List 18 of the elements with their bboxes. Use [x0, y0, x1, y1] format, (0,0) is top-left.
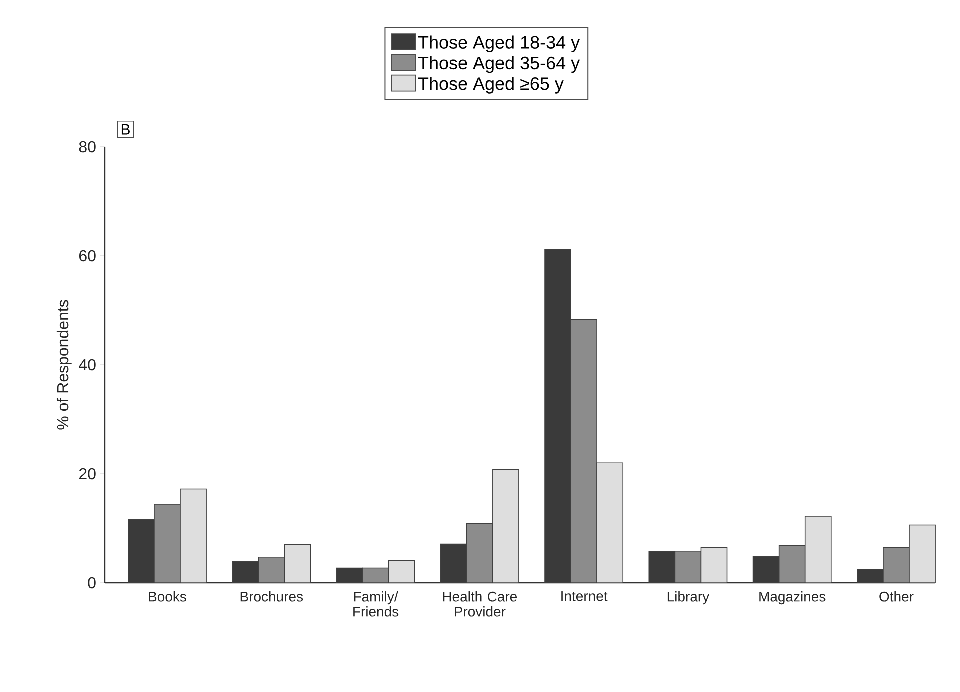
x-tick-label: Health Care Provider: [443, 592, 518, 617]
y-axis-title: % of Respondents: [56, 300, 72, 430]
x-tick-label: Internet: [562, 592, 608, 602]
y-tick-label: 60: [79, 250, 96, 262]
y-tick-label: 40: [79, 359, 96, 371]
x-tick-label: Other: [880, 592, 914, 602]
y-tick-label: 0: [88, 577, 96, 589]
legend-label: Those Aged 35-64 y: [418, 56, 580, 74]
legend-label: Those Aged ≥65 y: [418, 77, 564, 94]
x-tick-label: Magazines: [760, 592, 826, 605]
x-tick-label: Family/ Friends: [354, 592, 399, 617]
x-tick-label: Library: [668, 592, 710, 605]
y-tick-label: 20: [79, 468, 96, 480]
text: B: [122, 124, 130, 135]
x-tick-label: Brochures: [240, 592, 304, 602]
y-tick-label: 80: [79, 141, 96, 153]
x-tick-label: Books: [149, 592, 186, 602]
legend-label: Those Aged 18-34 y: [418, 36, 580, 52]
